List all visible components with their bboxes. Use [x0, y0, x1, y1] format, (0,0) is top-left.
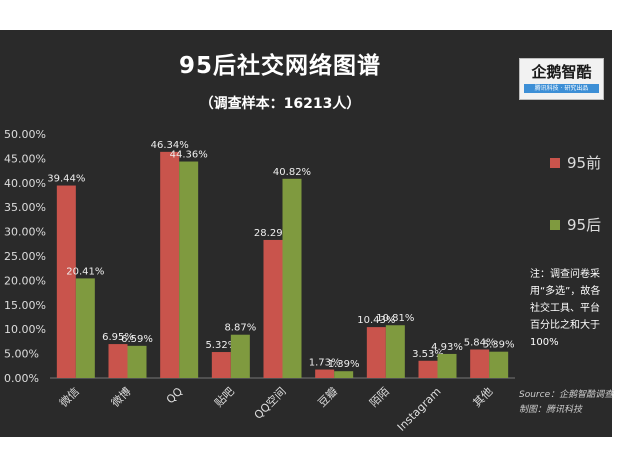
data-label: 6.59% — [121, 334, 153, 345]
source-text: Source：企鹅智酷调查 — [519, 390, 614, 400]
x-tick-label: 微博 — [108, 384, 133, 409]
bar-95前-QQ — [160, 151, 180, 378]
data-label: 46.34% — [151, 140, 189, 151]
y-tick-label: 50.00% — [4, 128, 46, 141]
y-tick-label: 35.00% — [4, 201, 46, 214]
data-label: 4.93% — [431, 342, 463, 353]
logo: 企鹅智酷 腾讯科技 · 研究出品 — [519, 58, 604, 100]
data-label: 28.29% — [254, 228, 292, 239]
logo-name: 企鹅智酷 — [531, 63, 592, 81]
y-tick-label: 5.00% — [4, 348, 39, 361]
bar-95后-豆瓣 — [334, 371, 354, 378]
y-tick-label: 25.00% — [4, 250, 46, 263]
bar-95后-陌陌 — [385, 325, 405, 378]
data-label: 5.39% — [483, 340, 515, 351]
data-label: 44.36% — [170, 150, 208, 161]
credit-text: 制图：腾讯科技 — [519, 405, 583, 415]
bar-95前-微信 — [56, 185, 76, 378]
data-label: 10.81% — [376, 313, 414, 324]
top-margin — [0, 0, 621, 30]
legend-label-95后: 95后 — [567, 216, 602, 234]
data-label: 1.73% — [309, 358, 341, 369]
bar-95前-贴吧 — [211, 352, 231, 378]
y-tick-label: 45.00% — [4, 152, 46, 165]
x-tick-label: QQ — [164, 385, 186, 407]
data-label: 1.39% — [328, 359, 360, 370]
bar-95后-Instagram — [437, 353, 457, 378]
chart-title: 95后社交网络图谱 — [178, 53, 381, 79]
data-label: 39.44% — [47, 174, 85, 185]
y-tick-label: 15.00% — [4, 299, 46, 312]
x-tick-label: Instagram — [395, 385, 444, 434]
x-tick-label: 贴吧 — [211, 384, 236, 409]
data-label: 20.41% — [66, 266, 104, 277]
y-tick-label: 20.00% — [4, 274, 46, 287]
bar-95前-其他 — [470, 349, 490, 378]
legend-label-95前: 95前 — [567, 154, 602, 172]
data-label: 8.87% — [224, 323, 256, 334]
x-tick-label: 豆瓣 — [315, 384, 340, 409]
y-tick-label: 30.00% — [4, 226, 46, 239]
bar-95后-其他 — [489, 351, 509, 378]
y-tick-label: 0.00% — [4, 372, 39, 385]
bar-95后-微博 — [127, 345, 147, 378]
y-tick-label: 40.00% — [4, 177, 46, 190]
bar-95前-微博 — [108, 344, 128, 378]
x-tick-label: 其他 — [471, 385, 496, 410]
x-tick-label: 陌陌 — [367, 385, 392, 410]
x-tick-label: QQ空间 — [251, 384, 289, 422]
chart-subtitle: （调查样本：16213人） — [199, 96, 361, 112]
data-label: 5.84% — [464, 338, 496, 349]
data-label: 3.53% — [412, 349, 444, 360]
survey-note: 注：调查问卷采用“多选”，故各社交工具、平台百分比之和大于100% — [530, 269, 601, 348]
bar-95后-QQ — [179, 161, 199, 378]
legend-swatch-95前 — [550, 158, 560, 168]
logo-tagline: 腾讯科技 · 研究出品 — [524, 84, 599, 93]
bar-95前-Instagram — [418, 360, 438, 378]
x-tick-label: 微信 — [56, 384, 81, 409]
data-label: 6.95% — [102, 332, 134, 343]
bar-95前-豆瓣 — [315, 369, 335, 378]
y-tick-label: 10.00% — [4, 323, 46, 336]
bar-95后-贴吧 — [230, 334, 250, 378]
bar-95前-陌陌 — [366, 327, 386, 378]
chart-background — [0, 30, 612, 437]
bar-95前-QQ空间 — [263, 239, 283, 378]
bar-95后-微信 — [75, 278, 95, 378]
data-label: 40.82% — [273, 167, 311, 178]
data-label: 10.43% — [357, 315, 395, 326]
legend-swatch-95后 — [550, 220, 560, 230]
data-label: 5.32% — [205, 340, 237, 351]
bar-95后-QQ空间 — [282, 178, 302, 378]
